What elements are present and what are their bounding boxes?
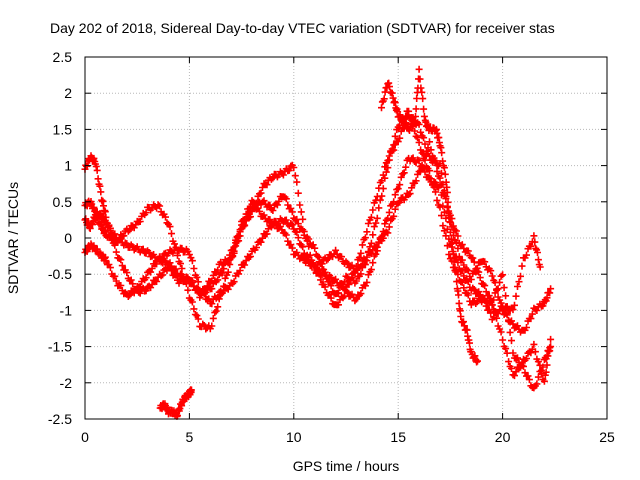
- y-tick-label: -1.5: [48, 339, 72, 355]
- x-tick-labels: 0 5 10 15 20 25: [81, 429, 615, 445]
- y-tick-label: 2: [64, 85, 72, 101]
- y-tick-label: 2.5: [53, 49, 73, 65]
- point-markers: [378, 65, 481, 366]
- x-axis-label: GPS time / hours: [293, 458, 400, 474]
- grid-lines: [85, 57, 607, 419]
- y-tick-label: -2: [60, 375, 73, 391]
- x-tick-label: 5: [186, 429, 194, 445]
- x-tick-label: 20: [495, 429, 511, 445]
- data-points: [81, 65, 555, 420]
- x-tick-label: 15: [390, 429, 406, 445]
- y-tick-label: -0.5: [48, 266, 72, 282]
- y-tick-label: 0: [64, 230, 72, 246]
- x-tick-label: 10: [286, 429, 302, 445]
- series-track-f: [156, 386, 195, 420]
- y-tick-label: -1: [60, 302, 73, 318]
- y-tick-label: 1.5: [53, 121, 73, 137]
- point-markers: [81, 107, 555, 385]
- y-tick-label: 0.5: [53, 194, 73, 210]
- y-tick-labels: -2.5 -2 -1.5 -1 -0.5 0 0.5 1 1.5 2 2.5: [48, 49, 72, 427]
- chart-title: Day 202 of 2018, Sidereal Day-to-day VTE…: [50, 20, 555, 36]
- x-tick-label: 25: [599, 429, 615, 445]
- plot-frame: [84, 56, 608, 420]
- series-track-e: [378, 65, 481, 366]
- x-tick-label: 0: [81, 429, 89, 445]
- y-tick-label: -2.5: [48, 411, 72, 427]
- y-axis-label: SDTVAR / TECUs: [5, 182, 21, 294]
- y-tick-label: 1: [64, 158, 72, 174]
- point-markers: [156, 386, 195, 420]
- series-track-a: [81, 107, 555, 385]
